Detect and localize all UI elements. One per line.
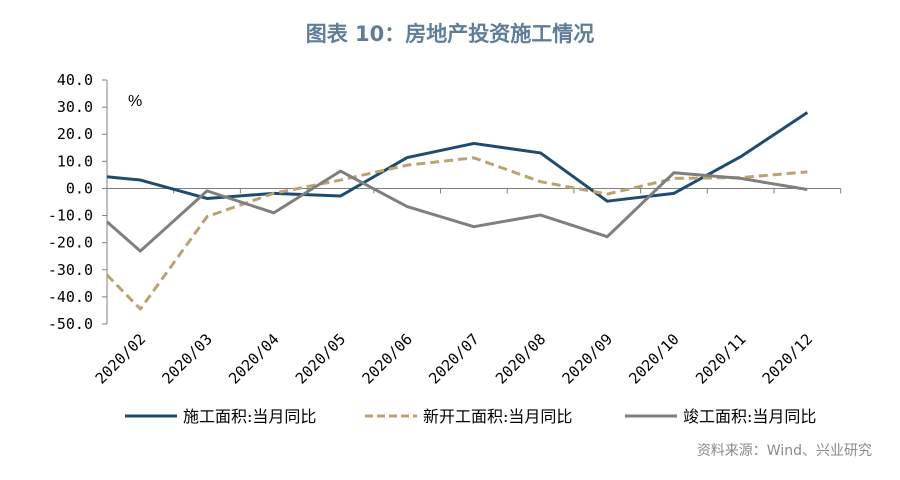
y-tick-label: 40.0 <box>57 71 93 89</box>
source-note: 资料来源：Wind、兴业研究 <box>696 443 872 459</box>
y-axis-unit: % <box>128 93 142 110</box>
y-tick-label: 0.0 <box>66 179 93 197</box>
series-line-1 <box>106 111 809 203</box>
y-tick-label: -30.0 <box>48 261 93 279</box>
legend-label: 新开工面积:当月同比 <box>423 407 572 426</box>
x-tick-label: 2020/09 <box>559 330 616 387</box>
legend-item: 施工面积:当月同比 <box>125 407 316 426</box>
y-tick-label: -20.0 <box>48 234 93 252</box>
legend-label: 竣工面积:当月同比 <box>683 407 816 426</box>
x-tick-label: 2020/05 <box>292 330 349 387</box>
x-tick-label: 2020/12 <box>759 330 816 387</box>
x-tick-label: 2020/10 <box>625 330 682 387</box>
series-line-2 <box>105 156 808 311</box>
x-tick-label: 2020/08 <box>492 330 549 387</box>
y-tick-label: 10.0 <box>57 152 93 170</box>
x-tick-label: 2020/07 <box>425 330 482 387</box>
y-tick-label: -40.0 <box>48 288 93 306</box>
legend-label: 施工面积:当月同比 <box>183 407 316 426</box>
x-tick-label: 2020/04 <box>225 330 282 387</box>
series-line-3 <box>106 169 808 253</box>
chart-title: 图表 10：房地产投资施工情况 <box>305 22 595 46</box>
x-tick-label: 2020/03 <box>158 330 215 387</box>
x-tick-label: 2020/11 <box>692 330 749 387</box>
y-tick-label: 30.0 <box>57 98 93 116</box>
legend-item: 新开工面积:当月同比 <box>365 407 572 426</box>
y-tick-label: -50.0 <box>48 315 93 333</box>
x-tick-label: 2020/02 <box>92 330 149 387</box>
x-tick-label: 2020/06 <box>359 330 416 387</box>
y-tick-label: -10.0 <box>48 207 93 225</box>
legend-item: 竣工面积:当月同比 <box>625 407 816 426</box>
y-tick-label: 20.0 <box>57 125 93 143</box>
